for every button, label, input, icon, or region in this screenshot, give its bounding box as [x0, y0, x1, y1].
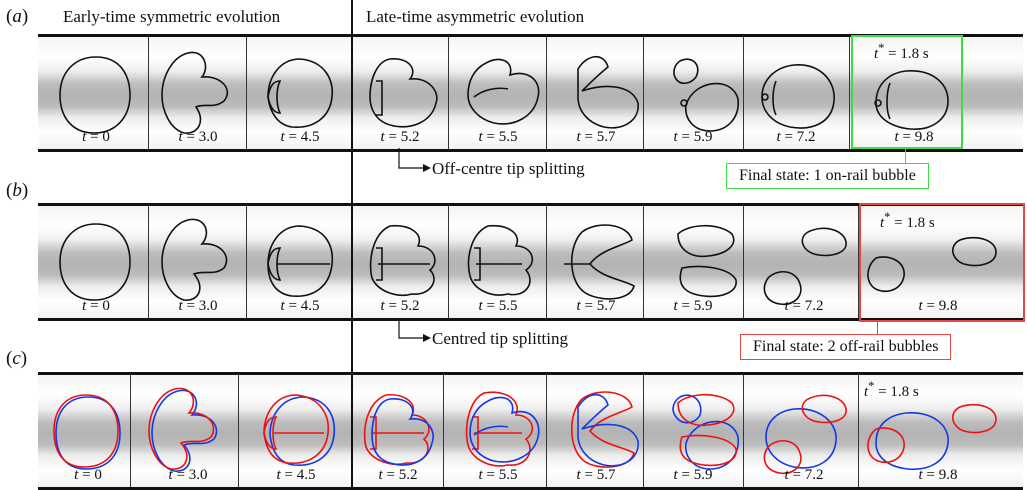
bubble-shapes-a: [59, 51, 949, 134]
time-label-c-0: t = 0: [74, 467, 102, 483]
time-label-b-2: t = 4.5: [280, 298, 320, 314]
tstar-label-c: t* = 1.8 s: [864, 379, 919, 400]
time-label-b-0: t = 0: [82, 298, 110, 314]
time-label-a-0: t = 0: [82, 129, 110, 145]
time-label-c-8: t = 9.8: [918, 467, 958, 483]
time-label-a-2: t = 4.5: [280, 129, 320, 145]
row-label-b: (b): [6, 180, 29, 201]
highlight-box-b: [859, 203, 1025, 322]
time-label-c-2: t = 4.5: [276, 467, 316, 483]
row-label-c: (c): [6, 348, 28, 369]
highlight-box-a: [851, 35, 963, 149]
time-label-a-6: t = 5.9: [673, 129, 713, 145]
time-label-a-5: t = 5.7: [576, 129, 616, 145]
header-late: Late-time asymmetric evolution: [366, 7, 585, 26]
note-off-centre: Off-centre tip splitting: [432, 159, 585, 178]
time-label-a-3: t = 5.2: [380, 129, 420, 145]
time-label-b-5: t = 5.7: [576, 298, 616, 314]
bubble-overlay-c: [53, 387, 997, 475]
time-label-c-5: t = 5.7: [576, 467, 616, 483]
time-label-c-3: t = 5.2: [378, 467, 418, 483]
tstar-label-a: t* = 1.8 s: [874, 41, 929, 62]
strip-row-c: t = 0 t = 3.0 t = 4.5 t = 5.2 t = 5.5 t …: [38, 372, 1023, 490]
tstar-label-b: t* = 1.8 s: [880, 210, 935, 231]
time-label-a-4: t = 5.5: [478, 129, 518, 145]
time-label-b-4: t = 5.5: [478, 298, 518, 314]
time-label-a-8: t = 9.8: [894, 129, 934, 145]
time-label-b-3: t = 5.2: [380, 298, 420, 314]
time-label-c-7: t = 7.2: [784, 467, 824, 483]
time-label-b-1: t = 3.0: [178, 298, 218, 314]
bubble-shapes-b: [59, 218, 997, 306]
time-label-b-8: t = 9.8: [918, 298, 958, 314]
note-centred: Centred tip splitting: [432, 329, 568, 348]
time-label-c-4: t = 5.5: [478, 467, 518, 483]
header-early: Early-time symmetric evolution: [63, 7, 281, 26]
time-label-c-1: t = 3.0: [168, 467, 208, 483]
time-label-a-7: t = 7.2: [776, 129, 816, 145]
final-state-b: Final state: 2 off-rail bubbles: [740, 334, 952, 360]
row-label-a: (a): [6, 6, 29, 27]
strip-row-a: t = 0 t = 3.0 t = 4.5 t = 5.2 t = 5.5 t …: [38, 34, 1023, 152]
final-state-a: Final state: 1 on-rail bubble: [726, 163, 929, 189]
arrow-b: [398, 318, 431, 342]
time-label-a-1: t = 3.0: [178, 129, 218, 145]
time-label-c-6: t = 5.9: [673, 467, 713, 483]
time-label-b-7: t = 7.2: [784, 298, 824, 314]
arrow-a: [398, 148, 431, 172]
strip-row-b: t = 0 t = 3.0 t = 4.5 t = 5.2 t = 5.5 t …: [38, 203, 1023, 321]
time-label-b-6: t = 5.9: [673, 298, 713, 314]
